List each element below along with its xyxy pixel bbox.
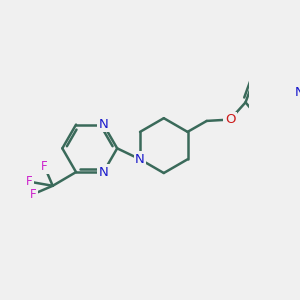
Text: N: N <box>135 153 145 166</box>
Text: F: F <box>26 175 33 188</box>
Text: N: N <box>99 166 108 178</box>
Text: F: F <box>41 160 48 173</box>
Text: F: F <box>30 188 37 200</box>
Text: O: O <box>225 113 235 126</box>
Text: N: N <box>295 86 300 99</box>
Text: N: N <box>99 118 108 131</box>
